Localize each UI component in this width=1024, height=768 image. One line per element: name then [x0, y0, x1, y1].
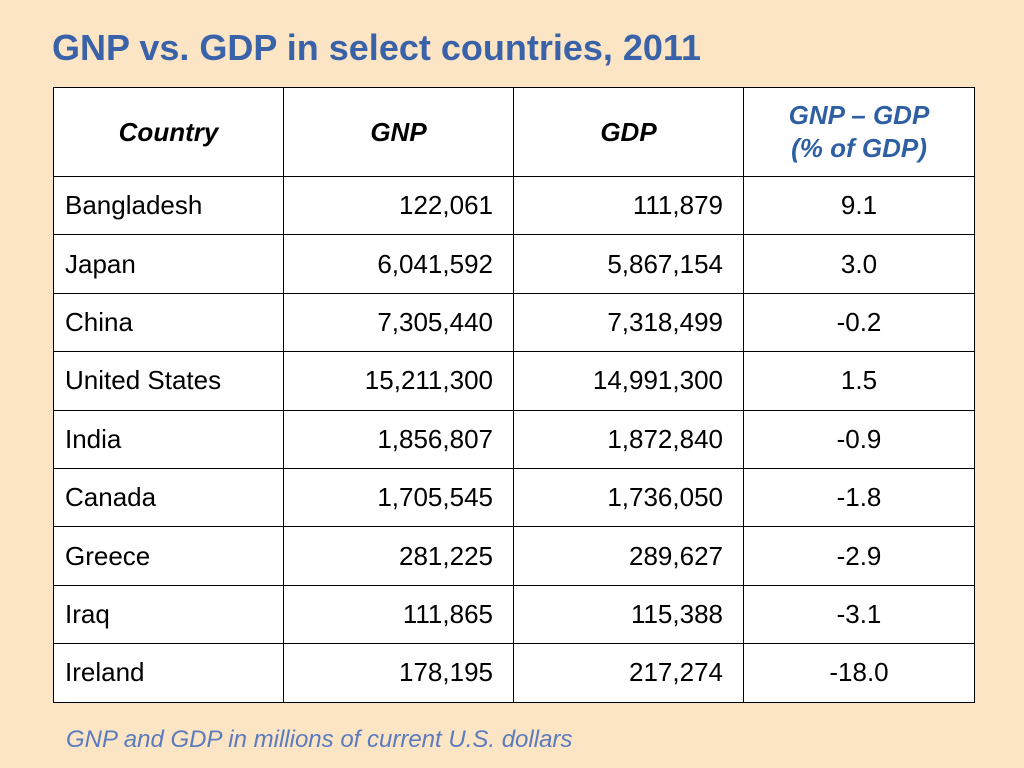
table-row: Greece 281,225 289,627 -2.9 — [53, 526, 975, 586]
gdp-cell: 111,879 — [513, 175, 744, 236]
gdp-cell: 1,736,050 — [513, 467, 744, 528]
header-diff-line2: (% of GDP) — [791, 133, 927, 163]
table-row: China 7,305,440 7,318,499 -0.2 — [53, 292, 975, 353]
table-row: India 1,856,807 1,872,840 -0.9 — [53, 409, 975, 469]
diff-cell: 1.5 — [743, 351, 975, 411]
gnp-gdp-table: Country GNP GDP GNP – GDP (% of GDP) Ban… — [53, 87, 975, 703]
diff-cell: -0.9 — [743, 409, 975, 469]
gdp-cell: 289,627 — [513, 526, 744, 586]
diff-cell: -1.8 — [743, 467, 975, 528]
diff-cell: -0.2 — [743, 292, 975, 353]
table-row: Iraq 111,865 115,388 -3.1 — [53, 584, 975, 645]
gdp-cell: 115,388 — [513, 584, 744, 645]
country-cell: Ireland — [53, 643, 284, 703]
diff-cell: -2.9 — [743, 526, 975, 586]
header-country: Country — [53, 87, 284, 177]
country-cell: China — [53, 292, 284, 353]
country-cell: Bangladesh — [53, 175, 284, 236]
table-row: Japan 6,041,592 5,867,154 3.0 — [53, 234, 975, 294]
diff-cell: 3.0 — [743, 234, 975, 294]
header-diff-line1: GNP – GDP — [788, 100, 930, 130]
header-gnp: GNP — [283, 87, 514, 177]
gdp-cell: 14,991,300 — [513, 351, 744, 411]
gnp-cell: 281,225 — [283, 526, 514, 586]
table-row: Bangladesh 122,061 111,879 9.1 — [53, 175, 975, 236]
gnp-cell: 178,195 — [283, 643, 514, 703]
diff-cell: -3.1 — [743, 584, 975, 645]
footnote: GNP and GDP in millions of current U.S. … — [66, 726, 573, 753]
country-cell: Greece — [53, 526, 284, 586]
slide-title: GNP vs. GDP in select countries, 2011 — [52, 27, 701, 68]
gnp-cell: 6,041,592 — [283, 234, 514, 294]
country-cell: Iraq — [53, 584, 284, 645]
gnp-cell: 15,211,300 — [283, 351, 514, 411]
gnp-cell: 111,865 — [283, 584, 514, 645]
header-gnp-minus-gdp: GNP – GDP (% of GDP) — [743, 87, 975, 177]
gdp-cell: 7,318,499 — [513, 292, 744, 353]
gnp-cell: 1,856,807 — [283, 409, 514, 469]
table-row: Ireland 178,195 217,274 -18.0 — [53, 643, 975, 703]
header-gdp: GDP — [513, 87, 744, 177]
gnp-cell: 7,305,440 — [283, 292, 514, 353]
diff-cell: -18.0 — [743, 643, 975, 703]
table-header-row: Country GNP GDP GNP – GDP (% of GDP) — [53, 87, 975, 177]
diff-cell: 9.1 — [743, 175, 975, 236]
country-cell: United States — [53, 351, 284, 411]
gnp-cell: 1,705,545 — [283, 467, 514, 528]
gnp-cell: 122,061 — [283, 175, 514, 236]
country-cell: Canada — [53, 467, 284, 528]
country-cell: Japan — [53, 234, 284, 294]
table-row: United States 15,211,300 14,991,300 1.5 — [53, 351, 975, 411]
gdp-cell: 217,274 — [513, 643, 744, 703]
country-cell: India — [53, 409, 284, 469]
table-row: Canada 1,705,545 1,736,050 -1.8 — [53, 467, 975, 528]
gdp-cell: 5,867,154 — [513, 234, 744, 294]
gdp-cell: 1,872,840 — [513, 409, 744, 469]
